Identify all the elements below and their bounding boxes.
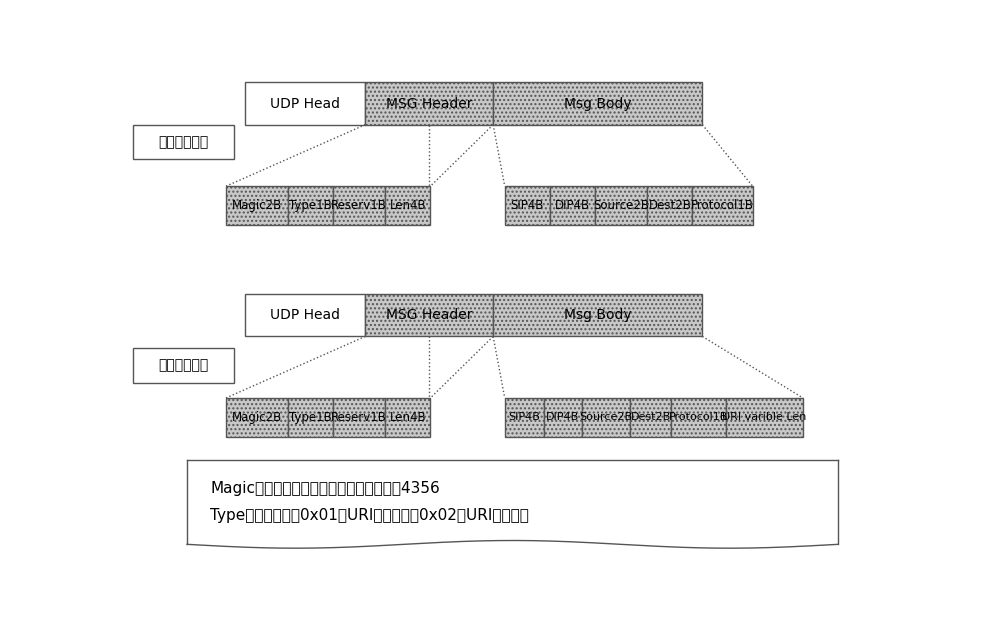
Text: Dest2B: Dest2B (631, 412, 671, 422)
Text: MSG Header: MSG Header (386, 96, 472, 111)
Text: DIP4B: DIP4B (546, 412, 580, 422)
Text: Source2B: Source2B (593, 199, 649, 212)
Text: Msg Body: Msg Body (564, 96, 632, 111)
Bar (385, 398, 430, 437)
Bar (226, 187, 288, 225)
Bar (365, 82, 493, 124)
Bar (365, 294, 493, 337)
Bar (288, 187, 333, 225)
Bar (245, 294, 365, 337)
Text: UDP Head: UDP Head (270, 309, 340, 322)
Bar (493, 294, 702, 337)
Text: Type1B: Type1B (289, 411, 332, 424)
Text: Magic2B: Magic2B (232, 199, 282, 212)
Bar (647, 187, 692, 225)
Bar (505, 187, 550, 225)
Text: Magic：魔数，用来确认协议，使用固定倃4356: Magic：魔数，用来确认协议，使用固定倃4356 (210, 481, 440, 496)
Text: Len4B: Len4B (390, 411, 426, 424)
Text: Protocol1B: Protocol1B (691, 199, 754, 212)
Text: Source2B: Source2B (580, 412, 633, 422)
Text: Dest2B: Dest2B (648, 199, 691, 212)
Bar (133, 348, 234, 383)
Bar (544, 398, 582, 437)
Text: DIP4B: DIP4B (555, 199, 590, 212)
Bar (133, 124, 234, 159)
Text: 请求消息格式: 请求消息格式 (158, 135, 208, 149)
Bar (582, 398, 630, 437)
Bar (245, 82, 365, 124)
Bar (595, 187, 647, 225)
Bar (726, 398, 803, 437)
Bar (385, 187, 430, 225)
Bar (671, 398, 726, 437)
Text: Reserv1B: Reserv1B (331, 411, 387, 424)
Text: MSG Header: MSG Header (386, 309, 472, 322)
Bar (493, 82, 702, 124)
Bar (333, 398, 385, 437)
Text: URI varible Len: URI varible Len (722, 412, 807, 422)
Text: Reserv1B: Reserv1B (331, 199, 387, 212)
Text: SIP4B: SIP4B (511, 199, 544, 212)
Text: Magic2B: Magic2B (232, 411, 282, 424)
Text: UDP Head: UDP Head (270, 96, 340, 111)
Bar (550, 187, 595, 225)
Bar (692, 187, 753, 225)
Text: SIP4B: SIP4B (508, 412, 540, 422)
Bar (505, 398, 544, 437)
Bar (630, 398, 671, 437)
Text: Type：消息类型，0x01为URI关联请求，0x02为URI关联响应: Type：消息类型，0x01为URI关联请求，0x02为URI关联响应 (210, 508, 529, 522)
Text: 响应消息格式: 响应消息格式 (158, 358, 208, 373)
Text: Msg Body: Msg Body (564, 309, 632, 322)
Text: Type1B: Type1B (289, 199, 332, 212)
Bar (226, 398, 288, 437)
Text: Len4B: Len4B (390, 199, 426, 212)
Text: Protocol1B: Protocol1B (669, 412, 728, 422)
Bar (333, 187, 385, 225)
Bar (288, 398, 333, 437)
